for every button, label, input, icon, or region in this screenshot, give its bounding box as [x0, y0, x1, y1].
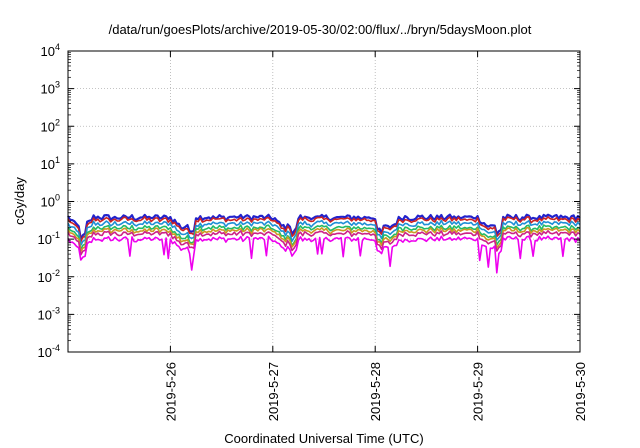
series-line-channel-6 [67, 230, 581, 256]
x-tick-label: 2019-5-27 [266, 362, 281, 421]
series-line-channel-7 [67, 235, 581, 274]
series-line-channel-2 [67, 216, 581, 243]
x-tick-label: 2019-5-28 [368, 362, 383, 421]
y-axis-label: cGy/day [12, 177, 27, 225]
x-tick-label: 2019-5-26 [163, 362, 178, 421]
series-line-channel-5 [67, 226, 581, 253]
series-layer [67, 213, 581, 274]
y-tick-label: 100 [41, 193, 60, 210]
chart-title: /data/run/goesPlots/archive/2019-05-30/0… [108, 22, 532, 37]
y-tick-label: 103 [41, 80, 60, 97]
series-line-channel-1 [67, 213, 581, 241]
y-tick-label: 101 [41, 155, 60, 172]
y-tick-label: 10-4 [38, 343, 60, 360]
series-line-channel-4 [67, 224, 581, 251]
x-tick-label: 2019-5-29 [471, 362, 486, 421]
x-axis-label: Coordinated Universal Time (UTC) [224, 431, 424, 446]
y-tick-label: 102 [41, 117, 60, 134]
axes: 10-4 10-3 10-2 10-1 100 101 102 103 104 2019-5-26… [38, 42, 588, 421]
series-line-channel-3 [67, 219, 581, 246]
y-tick-label: 10-2 [38, 268, 60, 285]
plot-border [67, 50, 581, 353]
y-tick-label: 104 [41, 42, 60, 59]
y-tick-label: 10-3 [38, 305, 60, 322]
x-tick-label: 2019-5-30 [573, 362, 588, 421]
y-tick-label: 10-1 [38, 230, 60, 247]
